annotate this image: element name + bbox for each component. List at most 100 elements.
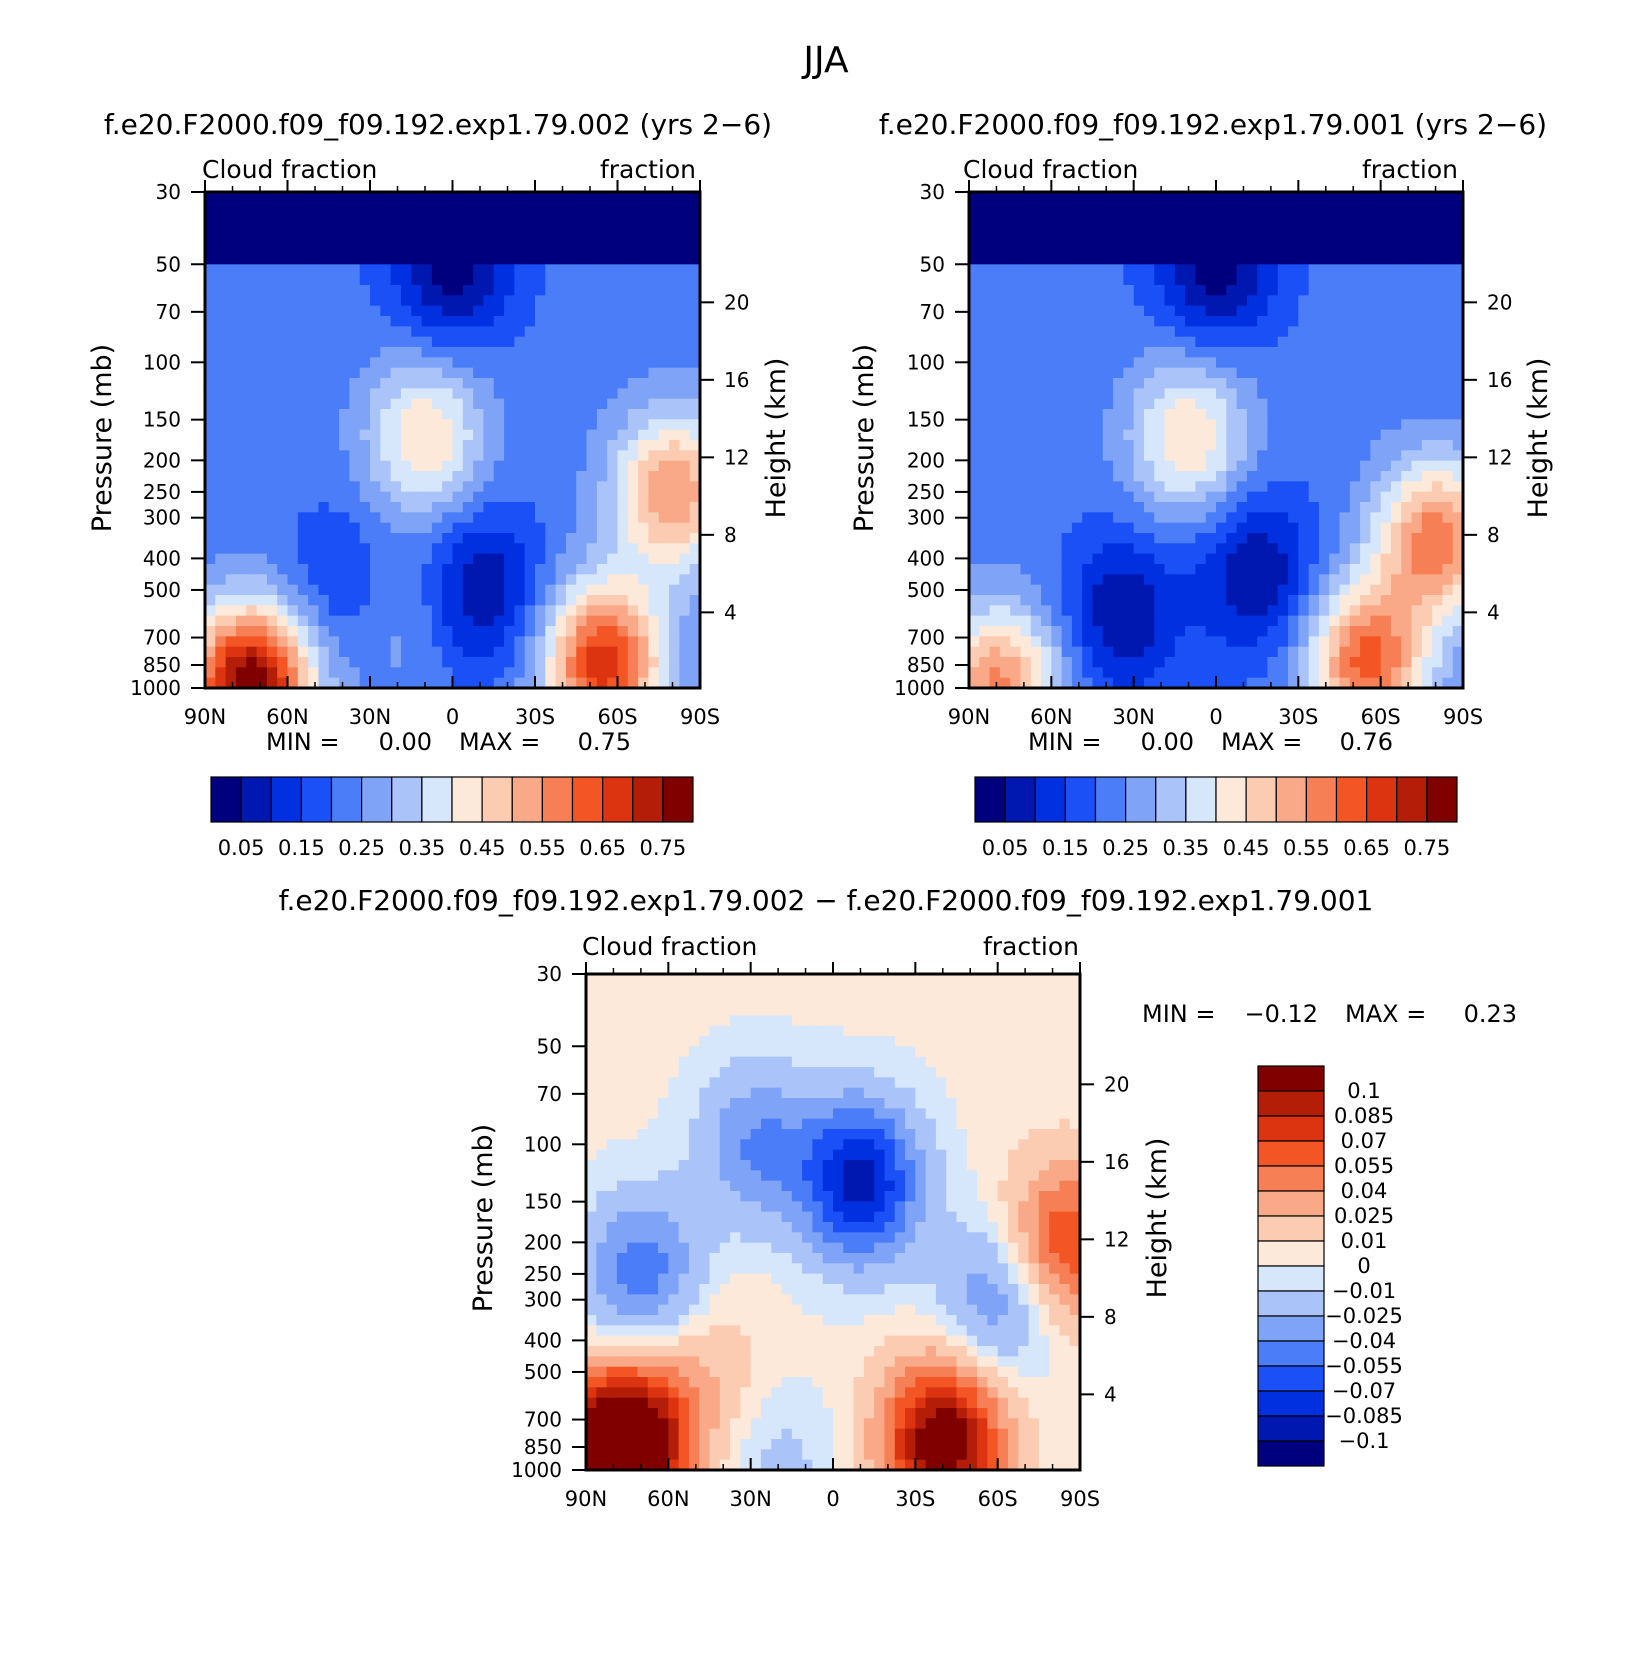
heatmap-cell	[1082, 595, 1094, 606]
heatmap-cell	[1216, 285, 1227, 296]
heatmap-cell	[370, 512, 381, 524]
heatmap-cell	[349, 285, 361, 296]
heatmap-cell	[1308, 574, 1320, 586]
heatmap-cell	[969, 543, 980, 555]
heatmap-cell	[1174, 192, 1186, 203]
heatmap-cell	[349, 398, 361, 410]
heatmap-cell	[266, 584, 278, 596]
heatmap-cell	[1092, 274, 1104, 286]
heatmap-cell	[1113, 419, 1124, 431]
heatmap-cell	[1318, 471, 1330, 482]
heatmap-cell	[1113, 471, 1124, 482]
heatmap-cell	[1298, 305, 1310, 317]
heatmap-cell	[596, 974, 608, 985]
heatmap-cell	[246, 305, 258, 317]
heatmap-cell	[565, 295, 577, 307]
heatmap-cell	[205, 584, 216, 596]
colorbar-swatch	[571, 776, 604, 823]
heatmap-cell	[638, 615, 650, 627]
heatmap-cell	[555, 264, 567, 276]
heatmap-cell	[400, 677, 412, 689]
heatmap-cell	[1195, 285, 1207, 296]
heatmap-cell	[1185, 543, 1197, 555]
heatmap-cell	[607, 491, 619, 503]
heatmap-cell	[638, 388, 650, 400]
heatmap-cell	[1216, 264, 1227, 276]
heatmap-cell	[596, 564, 608, 575]
heatmap-cell	[1411, 295, 1423, 307]
heatmap-cell	[1288, 336, 1299, 348]
heatmap-cell	[411, 233, 423, 245]
heatmap-cell	[411, 440, 423, 451]
heatmap-cell	[689, 646, 701, 658]
heatmap-cell	[1195, 347, 1207, 358]
heatmap-cell	[1082, 409, 1094, 420]
heatmap-cell	[370, 657, 381, 668]
heatmap-cell	[277, 378, 289, 389]
heatmap-cell	[607, 564, 619, 575]
heatmap-cell	[380, 626, 392, 637]
heatmap-cell	[1205, 502, 1217, 513]
heatmap-cell	[349, 533, 361, 544]
heatmap-cell	[545, 295, 557, 307]
heatmap-cell	[411, 336, 423, 348]
heatmap-cell	[956, 994, 968, 1006]
y-tick-label: 700	[143, 626, 181, 650]
heatmap-cell	[1257, 285, 1269, 296]
heatmap-cell	[1041, 657, 1052, 668]
heatmap-cell	[989, 305, 1001, 317]
heatmap-cell	[483, 657, 495, 668]
heatmap-cell	[535, 636, 546, 648]
heatmap-cell	[1071, 295, 1083, 307]
panel-a: f.e20.F2000.f09_f09.192.exp1.79.002 (yrs…	[87, 108, 792, 860]
heatmap-cell	[297, 677, 309, 689]
heatmap-cell	[1195, 636, 1207, 648]
heatmap-cell	[999, 646, 1011, 658]
heatmap-cell	[750, 984, 762, 996]
heatmap-cell	[1390, 409, 1402, 420]
heatmap-cell	[1360, 243, 1371, 255]
heatmap-cell	[1195, 316, 1207, 327]
heatmap-cell	[1390, 481, 1402, 493]
heatmap-cell	[535, 491, 546, 503]
heatmap-cell	[1432, 429, 1444, 441]
heatmap-cell	[1401, 646, 1413, 658]
heatmap-cell	[277, 491, 289, 503]
heatmap-cell	[719, 974, 731, 985]
heatmap-cell	[627, 450, 639, 462]
heatmap-cell	[328, 491, 340, 503]
heatmap-cell	[1123, 522, 1135, 534]
heatmap-cell	[504, 615, 515, 627]
heatmap-cell	[1082, 378, 1094, 389]
heatmap-cell	[411, 522, 423, 534]
heatmap-cell	[514, 409, 526, 420]
heatmap-cell	[586, 574, 598, 586]
heatmap-cell	[308, 615, 320, 627]
heatmap-cell	[1061, 243, 1073, 255]
heatmap-cell	[514, 502, 526, 513]
heatmap-cell	[1061, 357, 1073, 369]
heatmap-cell	[679, 316, 691, 327]
heatmap-cell	[452, 657, 464, 668]
heatmap-cell	[421, 584, 433, 596]
heatmap-cell	[431, 584, 443, 596]
heatmap-cell	[380, 460, 392, 472]
heatmap-cell	[256, 285, 268, 296]
heatmap-cell	[1288, 564, 1299, 575]
heatmap-cell	[1329, 677, 1341, 689]
heatmap-cell	[1082, 212, 1094, 224]
heatmap-cell	[431, 357, 443, 369]
heatmap-cell	[989, 357, 1001, 369]
heatmap-cell	[504, 367, 515, 379]
panel-a-min-label: MIN =	[266, 728, 339, 756]
heatmap-cell	[1041, 316, 1052, 327]
heatmap-cell	[339, 429, 350, 441]
heatmap-cell	[1267, 471, 1279, 482]
heatmap-cell	[235, 274, 247, 286]
heatmap-cell	[483, 367, 495, 379]
heatmap-cell	[1349, 533, 1361, 544]
heatmap-cell	[1185, 615, 1197, 627]
heatmap-cell	[658, 285, 670, 296]
heatmap-cell	[1041, 512, 1052, 524]
heatmap-cell	[1102, 398, 1114, 410]
